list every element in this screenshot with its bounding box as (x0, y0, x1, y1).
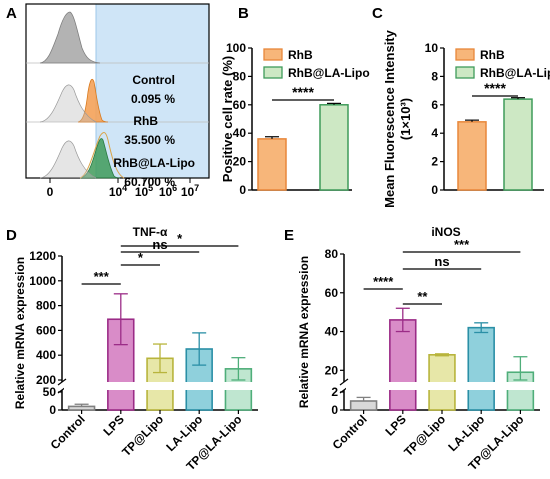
bar-rhb-la-lipo (319, 104, 349, 191)
y-tick-label: 4 (431, 126, 438, 140)
legend-label-rhb-la-lipo: RhB@LA-Lipo (288, 66, 370, 80)
panel-letter-e: E (284, 227, 294, 244)
y-tick-label: 8 (431, 69, 438, 83)
chart-title: iNOS (431, 225, 460, 239)
mean-fluorescence-chart: 0 2 4 6 8 10 Mean Fluorescence Intensity (1×10³… (382, 29, 550, 207)
legend-label-rhb-la-lipo: RhB@LA-Lipo (480, 66, 550, 80)
y-tick-label: 80 (233, 69, 247, 83)
legend-label-rhb: RhB (480, 48, 505, 62)
y-tick-label: 2 (331, 385, 338, 399)
y-tick-label: 60 (233, 98, 247, 112)
overlay-control-in-middle (39, 84, 97, 123)
axis-break-gap (64, 382, 260, 390)
series-value-rhb: 35.500 % (124, 133, 175, 147)
x-tick-label-lps: LPS (383, 412, 409, 438)
legend-label-rhb: RhB (288, 48, 313, 62)
y-tick-label: 1200 (29, 249, 56, 263)
y-axis-label: Relative mRNA expression (297, 256, 311, 408)
y-axis-label: Positive cell rate (%) (220, 56, 235, 182)
bar-rhb-la-lipo (503, 98, 533, 191)
x-tick-label-tp-lipo: TP@Lipo (401, 412, 448, 459)
significance-label: ** (417, 289, 428, 304)
flow-tick-label: 107 (181, 183, 199, 199)
y-tick-label: 6 (431, 98, 438, 112)
y-tick-label: 0 (331, 403, 338, 417)
panel-letter-c: C (372, 5, 383, 22)
histogram-control (39, 11, 101, 64)
panel-letter-a: A (6, 5, 17, 22)
y-axis-label: Relative mRNA expression (13, 257, 27, 409)
significance-label: ns (152, 237, 167, 252)
y-tick-label: 1000 (29, 274, 56, 288)
significance-label: ns (434, 254, 449, 269)
legend-swatch-rhb-la-lipo (455, 66, 475, 79)
flow-x-ticks: 0 104 105 106 107 (47, 178, 199, 199)
y-tick-label: 200 (36, 373, 56, 387)
significance-label: **** (373, 274, 394, 289)
series-name-rhb: RhB (133, 114, 158, 128)
legend-swatch-rhb-la-lipo (263, 66, 283, 79)
significance-label: **** (292, 84, 314, 100)
y-tick-label: 40 (325, 325, 339, 339)
legend-swatch-rhb (263, 48, 283, 61)
bar-rhb (257, 138, 287, 191)
significance-label: *** (94, 269, 110, 284)
flow-tick-label: 106 (159, 183, 177, 199)
axis-break-upper (339, 378, 349, 386)
series-name-rhb-la-lipo: RhB@LA-Lipo (113, 156, 195, 170)
y-tick-label: 20 (325, 363, 339, 377)
overlay-rhb-in-bottom (79, 132, 125, 179)
x-tick-label-control: Control (48, 412, 88, 452)
y-tick-label: 0 (431, 183, 438, 197)
y-axis-unit: (1×10³) (398, 98, 413, 140)
bar-lps (389, 319, 417, 411)
bar-la-lipo (467, 326, 495, 411)
y-tick-label: 60 (325, 286, 339, 300)
axis-break-gap (346, 382, 542, 390)
y-tick-label: 20 (233, 155, 247, 169)
panel-letter-b: B (238, 5, 249, 22)
y-tick-label: 800 (36, 299, 56, 313)
y-tick-label: 0 (49, 403, 56, 417)
overlay-control-in-bottom (39, 140, 97, 179)
y-tick-label: 600 (36, 323, 56, 337)
y-axis-label: Mean Fluorescence Intensity (382, 29, 397, 207)
bar-control (67, 405, 96, 411)
flow-tick-label: 0 (47, 185, 54, 199)
flow-tick-label: 104 (109, 183, 127, 199)
inos-chart: iNOS 20 40 60 80 0 2 Relative mRNA expression Co… (297, 225, 542, 473)
gate-region (96, 4, 209, 178)
series-value-rhb-la-lipo: 60.700 % (124, 175, 175, 189)
histogram-rhb-la-lipo (79, 138, 121, 179)
panel-letter-d: D (6, 227, 17, 244)
y-tick-label: 2 (431, 155, 438, 169)
bar-rhb (457, 121, 487, 191)
chart-title: TNF-α (133, 225, 168, 239)
flow-tick-label: 105 (135, 183, 153, 199)
series-value-control: 0.095 % (131, 92, 175, 106)
significance-label: * (138, 250, 144, 265)
x-tick-label-tp-lipo: TP@Lipo (119, 412, 166, 459)
flow-cytometry-panel: Control 0.095 % RhB 35.500 % RhB@LA-Lipo… (25, 3, 210, 199)
y-tick-label: 50 (43, 385, 57, 399)
y-tick-label: 10 (425, 41, 439, 55)
x-tick-label-lps: LPS (101, 412, 127, 438)
histogram-rhb (77, 78, 109, 123)
y-tick-label: 40 (233, 126, 247, 140)
y-tick-label: 0 (239, 183, 246, 197)
y-tick-label: 400 (36, 348, 56, 362)
x-tick-label-control: Control (330, 412, 370, 452)
y-tick-label: 80 (325, 247, 339, 261)
legend-swatch-rhb (455, 48, 475, 61)
series-name-control: Control (132, 73, 175, 87)
y-tick-label: 100 (226, 41, 246, 55)
significance-label: * (177, 231, 183, 246)
bar-control (349, 400, 378, 411)
tnf-alpha-chart: TNF-α 200 400 600 800 1000 1200 0 50 Relative mRN… (13, 225, 260, 473)
significance-label: **** (484, 80, 506, 96)
significance-label: *** (454, 237, 470, 252)
axis-break-upper (57, 378, 67, 386)
